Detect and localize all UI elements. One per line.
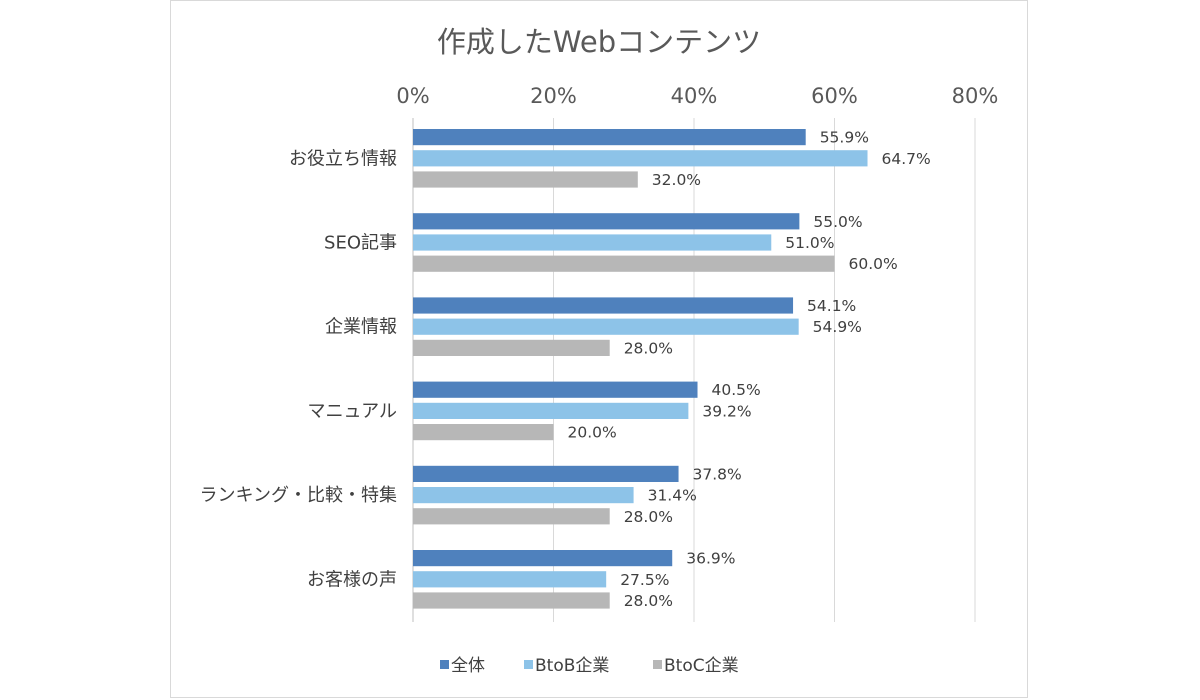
bar (413, 465, 679, 482)
bar (413, 487, 634, 504)
bar (413, 255, 835, 272)
bar (413, 592, 610, 609)
category-label: 企業情報 (325, 317, 397, 338)
value-axis: 0% 20% 40% 60% 80% (396, 84, 998, 108)
axis-tick-label: 0% (396, 84, 429, 108)
data-label: 32.0% (652, 171, 701, 189)
data-label: 28.0% (624, 508, 673, 526)
category-label: お役立ち情報 (289, 148, 397, 169)
data-label: 54.9% (813, 318, 862, 336)
data-label: 36.9% (686, 550, 735, 568)
bar (413, 150, 868, 167)
legend: 全体 BtoB企業 BtoC企業 (440, 656, 739, 676)
data-label: 20.0% (568, 424, 617, 442)
bars (413, 129, 868, 609)
bar (413, 318, 799, 335)
legend-label: 全体 (451, 656, 485, 676)
legend-swatch (653, 660, 662, 669)
data-label: 54.1% (807, 297, 856, 315)
data-label: 64.7% (882, 150, 931, 168)
data-label: 51.0% (785, 234, 834, 252)
bar (413, 171, 638, 188)
category-label: お客様の声 (307, 569, 397, 590)
bar (413, 424, 554, 441)
data-label: 28.0% (624, 592, 673, 610)
bar (413, 129, 806, 146)
chart-title: 作成したWebコンテンツ (437, 25, 761, 59)
legend-swatch (524, 660, 533, 669)
category-label: ランキング・比較・特集 (200, 485, 397, 506)
bar (413, 213, 800, 230)
data-label: 55.9% (820, 129, 869, 147)
axis-tick-label: 40% (671, 84, 718, 108)
bar (413, 297, 794, 314)
bar (413, 402, 689, 419)
data-label: 28.0% (624, 339, 673, 357)
bar (413, 381, 698, 398)
bar (413, 234, 772, 251)
axis-tick-label: 60% (811, 84, 858, 108)
bar (413, 339, 610, 356)
data-labels: 55.9% 64.7% 32.0% 55.0% 51.0% 60.0% 54.1% 54.9%… (568, 129, 931, 610)
data-label: 27.5% (620, 571, 669, 589)
data-label: 60.0% (849, 255, 898, 273)
axis-tick-label: 20% (530, 84, 577, 108)
data-label: 31.4% (648, 487, 697, 505)
gridlines (412, 118, 976, 622)
data-label: 55.0% (813, 213, 862, 231)
data-label: 40.5% (712, 381, 761, 399)
bar (413, 571, 607, 588)
bar (413, 550, 673, 567)
category-label: マニュアル (308, 401, 397, 422)
axis-tick-label: 80% (952, 84, 999, 108)
category-label: SEO記事 (324, 233, 397, 254)
legend-label: BtoC企業 (664, 656, 739, 676)
data-label: 37.8% (693, 465, 742, 483)
bar (413, 508, 610, 525)
legend-swatch (440, 660, 449, 669)
legend-label: BtoB企業 (535, 656, 609, 676)
data-label: 39.2% (702, 402, 751, 420)
